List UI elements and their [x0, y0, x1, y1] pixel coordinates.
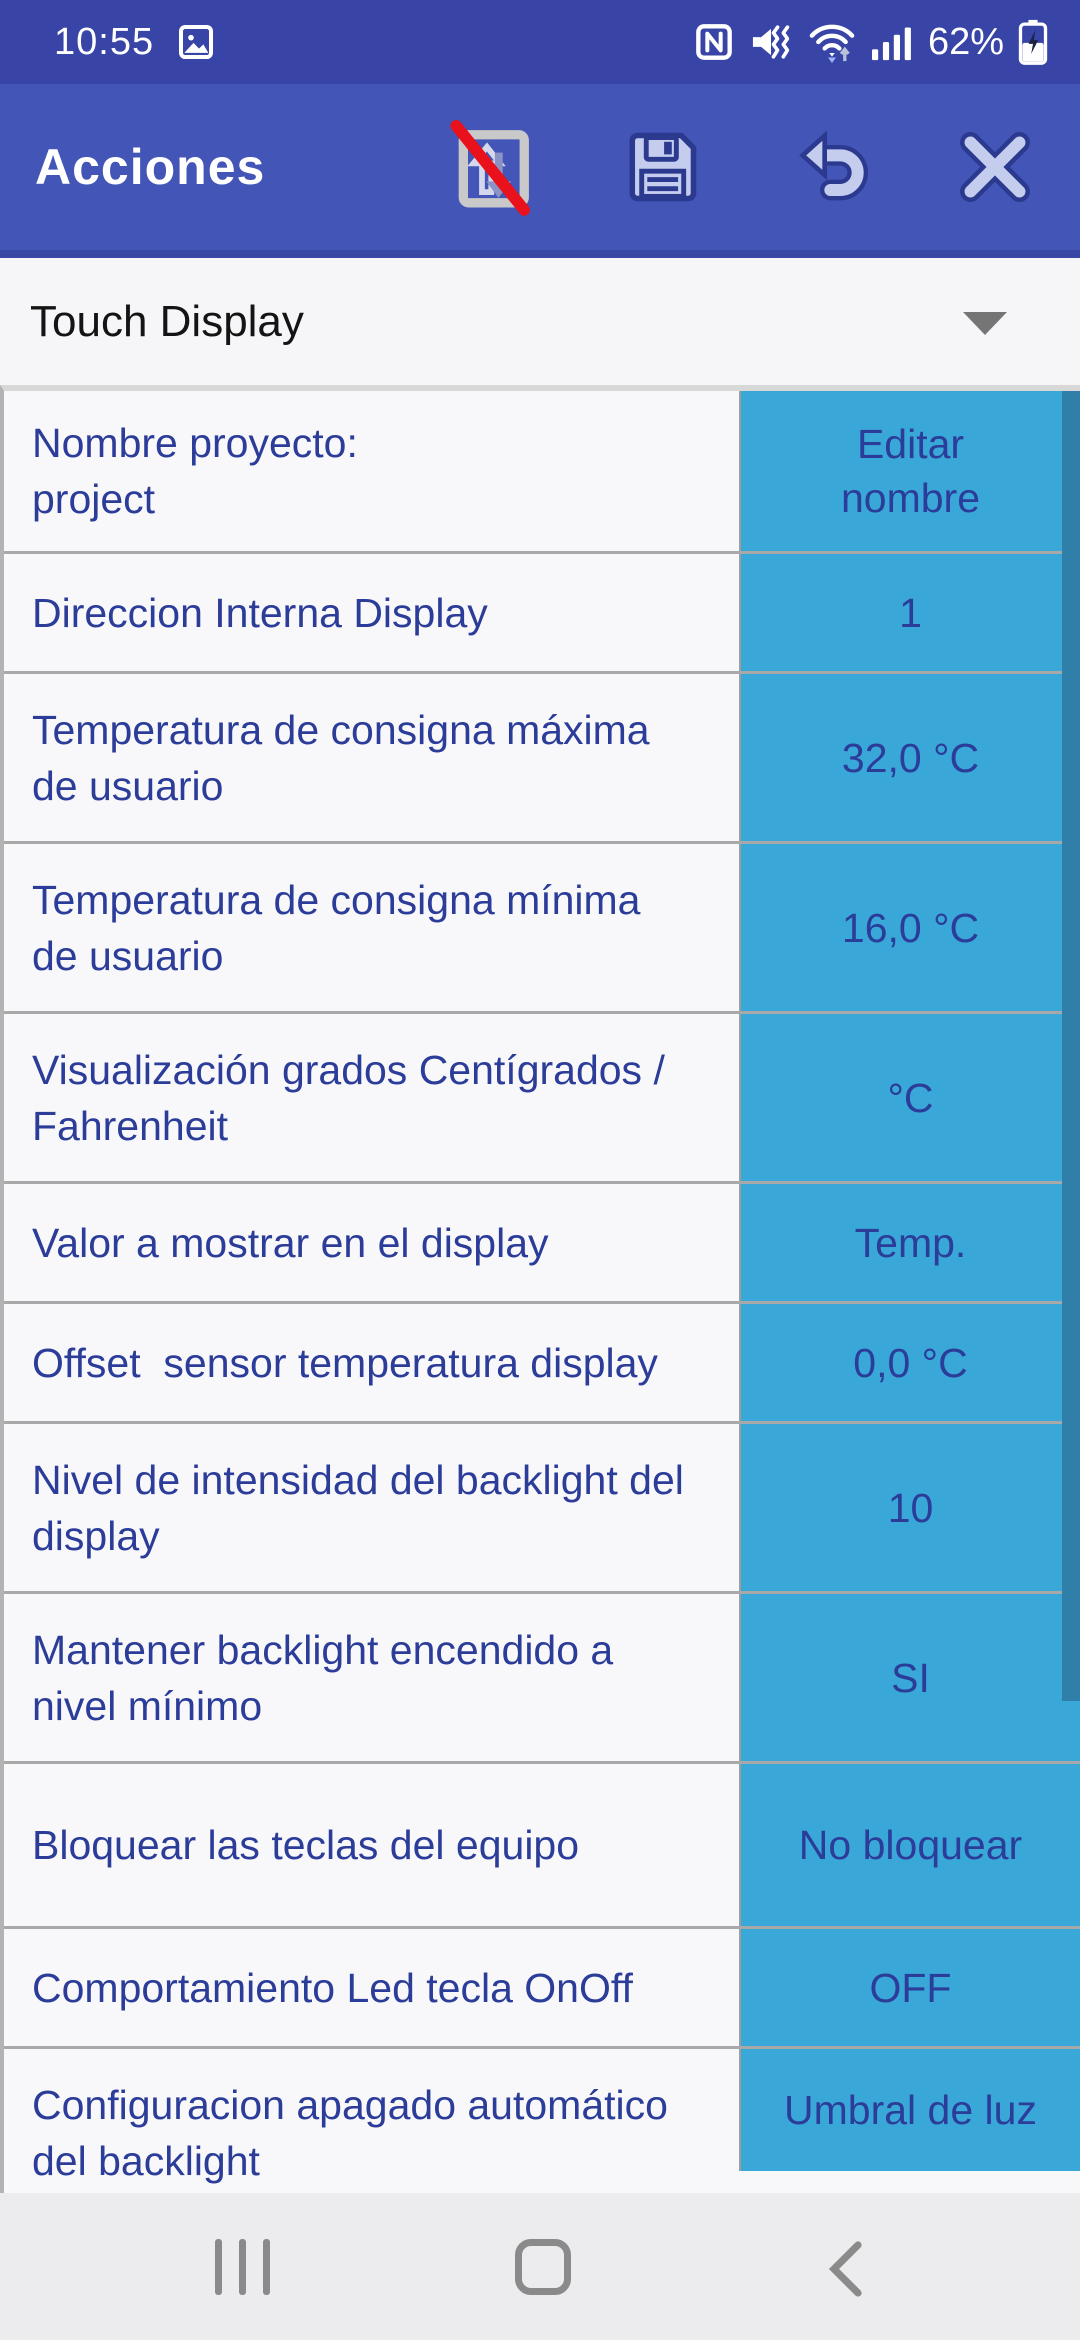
setting-row-project-name: Nombre proyecto: project Editar nombre	[4, 391, 1080, 554]
scrollbar-thumb[interactable]	[1062, 391, 1080, 1701]
setting-row-backlight-min: Mantener backlight encendido a nivel mín…	[4, 1594, 1080, 1764]
setting-row-internal-address: Direccion Interna Display 1	[4, 554, 1080, 674]
device-dropdown[interactable]: Touch Display	[0, 258, 1080, 385]
setting-label: Direccion Interna Display	[32, 589, 488, 636]
setting-value-button[interactable]: Temp.	[739, 1184, 1080, 1301]
setting-label: Offset sensor temperatura display	[32, 1339, 658, 1386]
undo-icon	[799, 130, 868, 201]
setting-value-button[interactable]: 32,0 °C	[739, 674, 1080, 841]
battery-charging-icon	[1018, 19, 1048, 65]
app-bar: Acciones	[0, 84, 1080, 258]
setting-row-min-setpoint: Temperatura de consigna mínima de usuari…	[4, 844, 1080, 1014]
setting-label: Temperatura de consigna máxima de usuari…	[32, 706, 650, 809]
close-icon	[960, 132, 1030, 202]
setting-value-button[interactable]: 10	[739, 1424, 1080, 1591]
status-bar: 10:55	[0, 0, 1080, 84]
gallery-icon	[179, 25, 214, 59]
setting-value-button[interactable]: 16,0 °C	[739, 844, 1080, 1011]
setting-label: Nombre proyecto: project	[32, 420, 358, 522]
settings-list: Nombre proyecto: project Editar nombre D…	[0, 385, 1080, 2193]
setting-row-led-onoff: Comportamiento Led tecla OnOff OFF	[4, 1929, 1080, 2049]
setting-row-auto-off: Configuracion apagado automático del bac…	[4, 2049, 1080, 2193]
setting-label: Comportamiento Led tecla OnOff	[32, 1964, 633, 2011]
setting-label: Temperatura de consigna mínima de usuari…	[32, 876, 641, 979]
recents-button[interactable]	[215, 2239, 270, 2295]
device-dropdown-value: Touch Display	[30, 296, 304, 346]
nfc-icon	[696, 24, 732, 60]
sync-disabled-icon	[450, 120, 530, 216]
setting-row-display-value: Valor a mostrar en el display Temp.	[4, 1184, 1080, 1304]
close-button[interactable]	[952, 119, 1038, 215]
setting-value-button[interactable]: Editar nombre	[739, 391, 1080, 551]
signal-icon	[871, 27, 911, 61]
recents-icon	[215, 2239, 222, 2295]
navigation-bar	[0, 2193, 1080, 2340]
back-icon	[828, 2241, 862, 2297]
setting-label: Valor a mostrar en el display	[32, 1219, 549, 1266]
back-button[interactable]	[822, 2239, 866, 2302]
setting-value-button[interactable]: 0,0 °C	[739, 1304, 1080, 1421]
setting-row-max-setpoint: Temperatura de consigna máxima de usuari…	[4, 674, 1080, 844]
setting-label: Configuracion apagado automático del bac…	[32, 2081, 668, 2184]
save-button[interactable]	[619, 119, 705, 215]
clock: 10:55	[54, 20, 155, 63]
setting-label: Visualización grados Centígrados / Fahre…	[32, 1046, 665, 1149]
setting-row-sensor-offset: Offset sensor temperatura display 0,0 °C	[4, 1304, 1080, 1424]
chevron-down-icon	[963, 312, 1007, 335]
setting-row-backlight-level: Nivel de intensidad del backlight del di…	[4, 1424, 1080, 1594]
setting-value-button[interactable]: Umbral de luz	[739, 2049, 1080, 2171]
battery-percent: 62%	[927, 20, 1004, 63]
setting-label: Nivel de intensidad del backlight del di…	[32, 1456, 684, 1559]
undo-button[interactable]	[789, 119, 875, 215]
setting-value-button[interactable]: 1	[739, 554, 1080, 671]
home-button[interactable]	[515, 2239, 571, 2295]
setting-row-lock-keys: Bloquear las teclas del equipo No bloque…	[4, 1764, 1080, 1929]
setting-label: Bloquear las teclas del equipo	[32, 1822, 580, 1868]
sync-disabled-button[interactable]	[449, 119, 535, 216]
setting-row-degrees-unit: Visualización grados Centígrados / Fahre…	[4, 1014, 1080, 1184]
setting-value-button[interactable]: °C	[739, 1014, 1080, 1181]
vibrate-mute-icon	[752, 25, 790, 59]
setting-value-button[interactable]: SI	[739, 1594, 1080, 1761]
setting-value-button[interactable]: OFF	[739, 1929, 1080, 2046]
save-icon	[629, 132, 697, 202]
wifi-icon	[809, 24, 855, 63]
page-title: Acciones	[35, 139, 266, 195]
setting-value-button[interactable]: No bloquear	[739, 1764, 1080, 1926]
setting-label: Mantener backlight encendido a nivel mín…	[32, 1626, 614, 1729]
